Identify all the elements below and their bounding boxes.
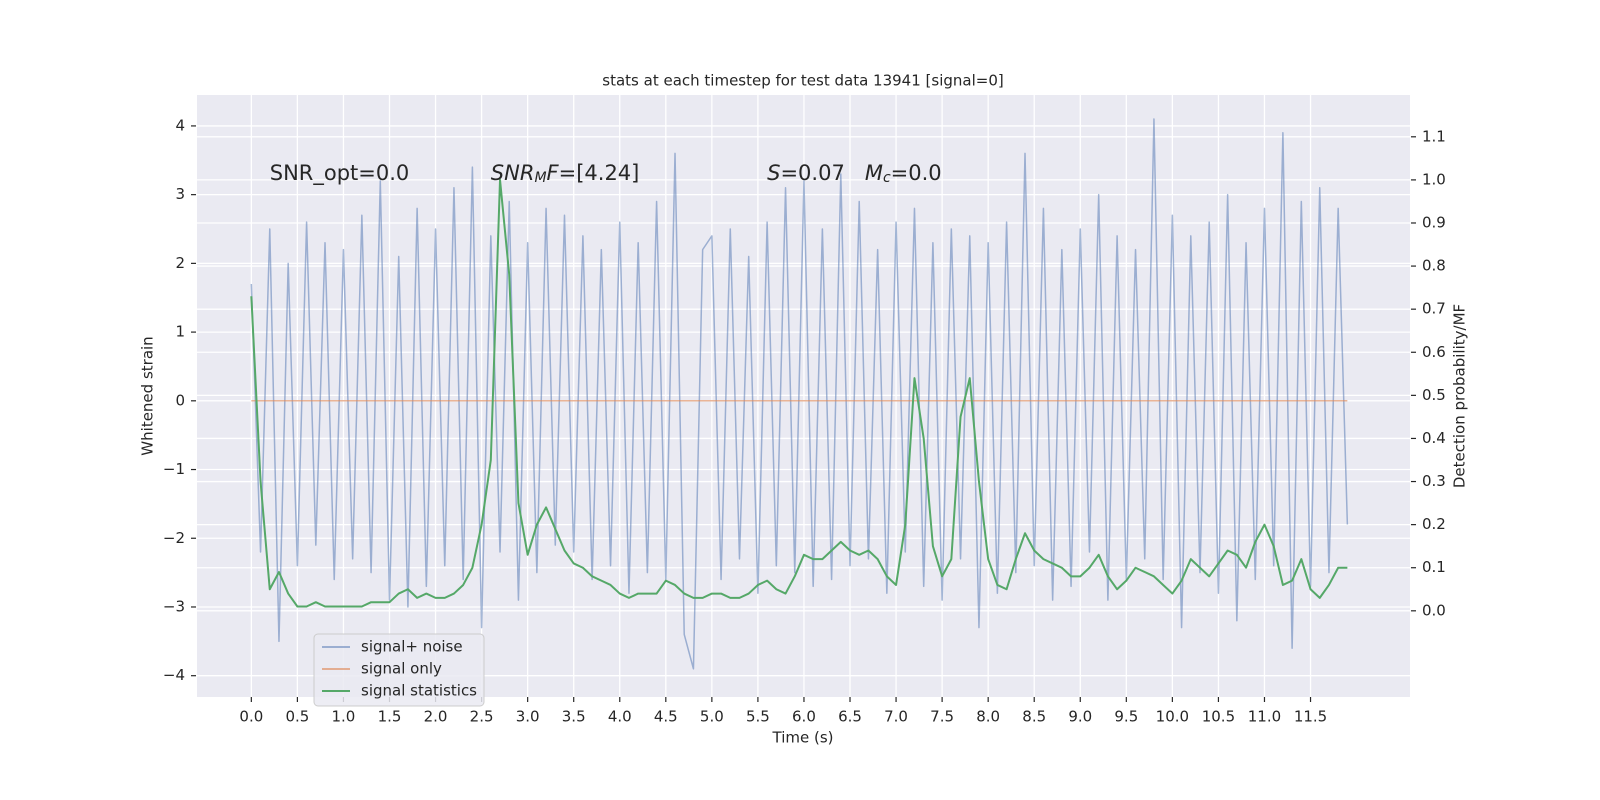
y2-tick-label: 0.7 bbox=[1422, 300, 1446, 318]
y2-tick-label: 0.6 bbox=[1422, 343, 1446, 361]
y2-tick-label: 0.3 bbox=[1422, 472, 1446, 490]
x-tick-label: 10.5 bbox=[1202, 708, 1235, 726]
y-tick-label: 3 bbox=[175, 185, 185, 203]
y2-tick-label: 0.5 bbox=[1422, 386, 1446, 404]
x-tick-label: 1.0 bbox=[332, 708, 356, 726]
x-tick-label: 7.0 bbox=[884, 708, 908, 726]
annotation: SNR_opt=0.0 bbox=[270, 161, 410, 186]
x-tick-label: 8.5 bbox=[1022, 708, 1046, 726]
y-tick-label: 0 bbox=[175, 391, 185, 409]
x-axis-label: Time (s) bbox=[772, 729, 834, 747]
annotation-part: SNR bbox=[491, 161, 535, 185]
x-tick-label: 10.0 bbox=[1156, 708, 1189, 726]
y2-tick-label: 1.0 bbox=[1422, 170, 1446, 188]
annotation: SNRMF=[4.24] bbox=[491, 161, 640, 186]
x-tick-label: 7.5 bbox=[930, 708, 954, 726]
y2-tick-label: 0.9 bbox=[1422, 213, 1446, 231]
x-tick-label: 11.5 bbox=[1294, 708, 1327, 726]
x-tick-label: 11.0 bbox=[1248, 708, 1281, 726]
x-tick-label: 4.5 bbox=[654, 708, 678, 726]
annotation: S=0.07 Mc=0.0 bbox=[767, 161, 942, 186]
x-tick-label: 9.0 bbox=[1068, 708, 1092, 726]
x-tick-label: 2.0 bbox=[424, 708, 448, 726]
y-tick-label: −1 bbox=[163, 460, 185, 478]
x-tick-label: 5.0 bbox=[700, 708, 724, 726]
x-tick-label: 0.0 bbox=[239, 708, 263, 726]
y-tick-label: −4 bbox=[163, 666, 185, 684]
x-tick-label: 1.5 bbox=[378, 708, 402, 726]
annotation-part: M bbox=[865, 161, 883, 185]
annotation-part: =0.07 bbox=[780, 161, 864, 185]
y-tick-label: 2 bbox=[175, 254, 185, 272]
x-tick-label: 6.5 bbox=[838, 708, 862, 726]
y2-tick-label: 0.0 bbox=[1422, 601, 1446, 619]
annotation-part: c bbox=[883, 170, 891, 186]
y-tick-label: 4 bbox=[175, 116, 185, 134]
y-tick-label: −3 bbox=[163, 597, 185, 615]
annotation-part: F bbox=[547, 161, 560, 185]
x-tick-label: 3.5 bbox=[562, 708, 586, 726]
x-tick-label: 3.0 bbox=[516, 708, 540, 726]
y-axis-label: Whitened strain bbox=[139, 336, 157, 455]
y2-tick-label: 0.4 bbox=[1422, 429, 1446, 447]
x-tick-label: 2.5 bbox=[470, 708, 494, 726]
x-tick-label: 8.0 bbox=[976, 708, 1000, 726]
annotation-part: =0.0 bbox=[891, 161, 942, 185]
chart-title: stats at each timestep for test data 139… bbox=[602, 72, 1003, 90]
x-tick-label: 0.5 bbox=[285, 708, 309, 726]
y2-tick-label: 0.8 bbox=[1422, 257, 1446, 275]
x-tick-label: 5.5 bbox=[746, 708, 770, 726]
y2-tick-label: 1.1 bbox=[1422, 127, 1446, 145]
x-tick-label: 6.0 bbox=[792, 708, 816, 726]
y2-tick-label: 0.2 bbox=[1422, 515, 1446, 533]
legend-label: signal statistics bbox=[361, 682, 477, 700]
y-tick-label: 1 bbox=[175, 323, 185, 341]
series-line bbox=[250, 178, 1348, 608]
legend-label: signal only bbox=[361, 660, 442, 678]
x-tick-label: 9.5 bbox=[1114, 708, 1138, 726]
legend-box bbox=[313, 633, 485, 707]
y2-tick-label: 0.1 bbox=[1422, 558, 1446, 576]
annotation-part: SNR_opt=0.0 bbox=[270, 161, 410, 186]
y2-axis-label: Detection probability/MF bbox=[1451, 304, 1469, 488]
annotation-part: S bbox=[767, 161, 780, 185]
x-tick-label: 4.0 bbox=[608, 708, 632, 726]
legend-label: signal+ noise bbox=[361, 638, 463, 656]
annotation-part: M bbox=[534, 170, 546, 186]
annotation-part: =[4.24] bbox=[559, 161, 640, 185]
y-tick-label: −2 bbox=[163, 529, 185, 547]
series-line bbox=[250, 118, 1349, 670]
